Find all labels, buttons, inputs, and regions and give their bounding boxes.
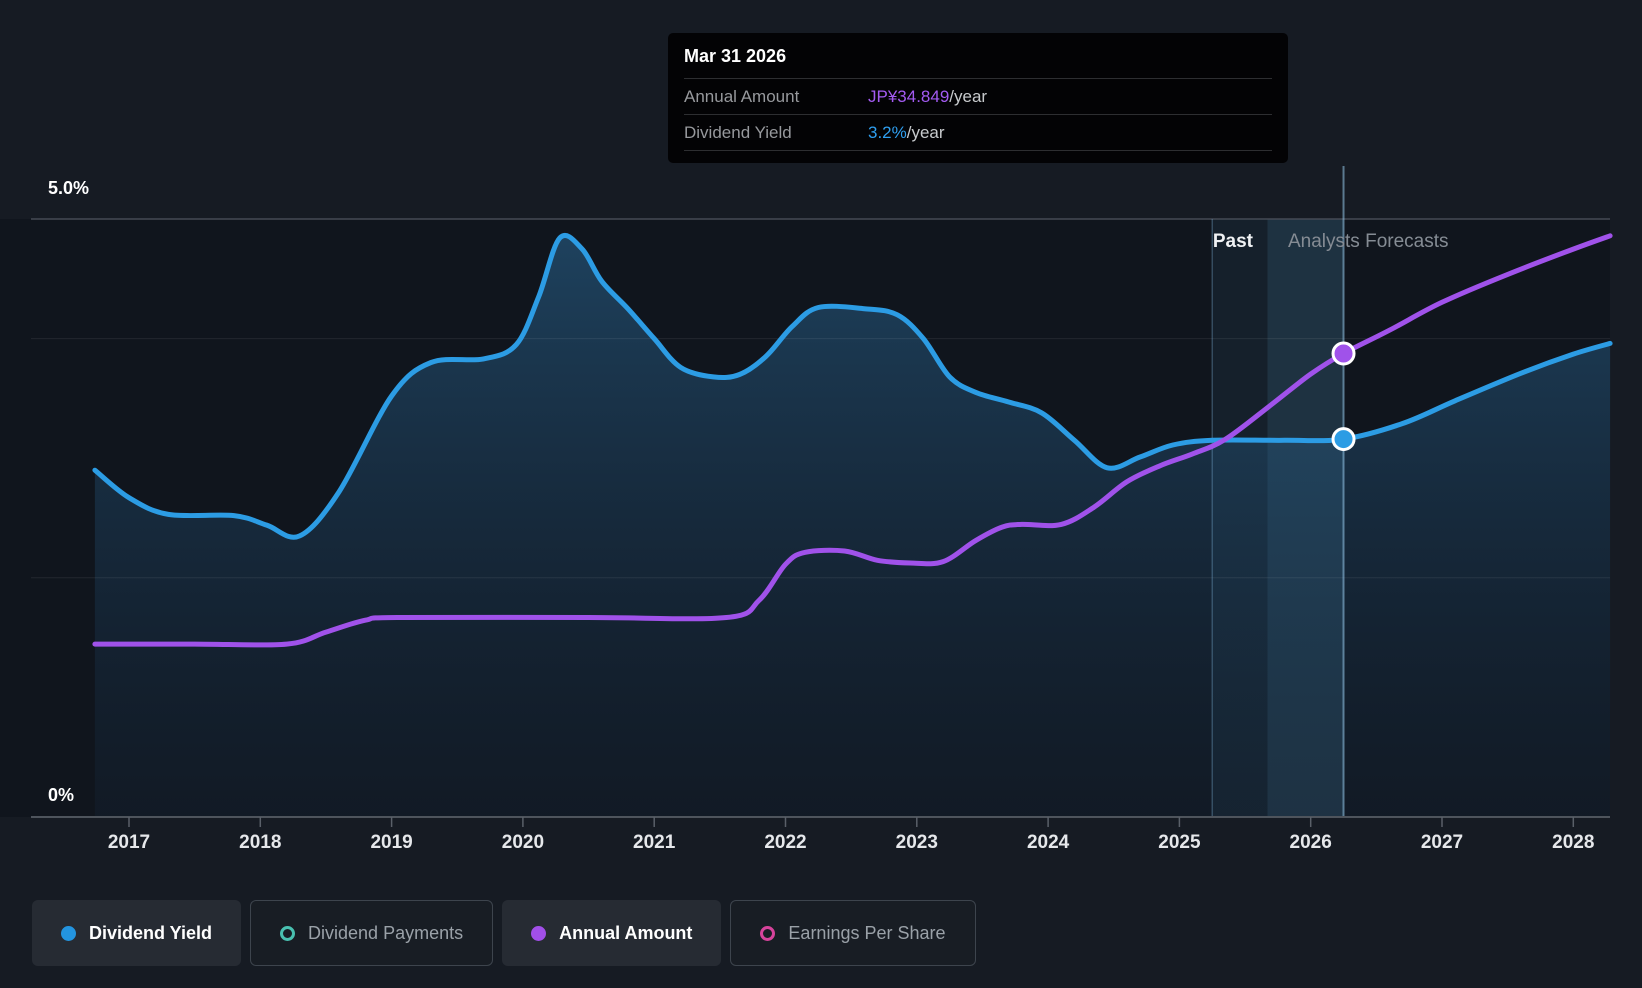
x-axis-label-2017: 2017 bbox=[107, 832, 151, 853]
tooltip-value: 3.2% bbox=[868, 122, 907, 142]
tooltip-value-suffix: /year bbox=[906, 122, 945, 142]
tooltip-row-annual-amount: Annual Amount JP¥34.849/year bbox=[684, 79, 1272, 115]
chart-tooltip: Mar 31 2026 Annual Amount JP¥34.849/year… bbox=[668, 33, 1288, 163]
tooltip-value-suffix: /year bbox=[949, 86, 988, 106]
tooltip-row-dividend-yield: Dividend Yield 3.2%/year bbox=[684, 115, 1272, 151]
dividend-yield-dot-icon bbox=[61, 925, 76, 941]
x-axis-label-2019: 2019 bbox=[370, 832, 413, 853]
x-axis-label-2022: 2022 bbox=[764, 832, 807, 853]
yield-area-fill bbox=[94, 235, 1611, 817]
x-axis-label-2020: 2020 bbox=[501, 832, 545, 853]
x-axis-label-2028: 2028 bbox=[1552, 832, 1595, 853]
annual-amount-dot-icon bbox=[531, 925, 547, 941]
legend-label: Earnings Per Share bbox=[788, 922, 946, 943]
tooltip-label: Annual Amount bbox=[684, 86, 800, 106]
x-axis-label-2021: 2021 bbox=[633, 832, 676, 853]
legend-label: Annual Amount bbox=[559, 922, 693, 943]
y-axis-min-label: 0% bbox=[48, 785, 75, 805]
tooltip-date: Mar 31 2026 bbox=[684, 33, 1272, 79]
tooltip-value: JP¥34.849 bbox=[868, 86, 950, 106]
tooltip-label: Dividend Yield bbox=[684, 122, 792, 142]
legend-label: Dividend Yield bbox=[89, 922, 213, 943]
dividend-yield-marker-dot[interactable] bbox=[1331, 427, 1356, 452]
earnings-per-share-ring-icon bbox=[760, 925, 776, 941]
x-axis-label-2027: 2027 bbox=[1420, 832, 1464, 853]
past-region-label: Past bbox=[1212, 231, 1253, 252]
x-axis-label-2024: 2024 bbox=[1026, 832, 1070, 853]
x-axis-label-2025: 2025 bbox=[1158, 832, 1201, 853]
x-axis-label-2018: 2018 bbox=[239, 832, 282, 853]
legend-button-dividend-yield[interactable]: Dividend Yield bbox=[32, 900, 242, 966]
legend-button-dividend-payments[interactable]: Dividend Payments bbox=[250, 900, 494, 966]
annual-amount-marker-dot[interactable] bbox=[1331, 341, 1356, 366]
chart-legend: Dividend Yield Dividend Payments Annual … bbox=[32, 900, 976, 966]
x-axis-label-2023: 2023 bbox=[895, 832, 938, 853]
y-axis-max-label: 5.0% bbox=[48, 178, 90, 198]
legend-label: Dividend Payments bbox=[308, 922, 464, 943]
legend-button-earnings-per-share[interactable]: Earnings Per Share bbox=[730, 900, 976, 966]
dividend-payments-ring-icon bbox=[280, 925, 296, 941]
forecast-region-label: Analysts Forecasts bbox=[1288, 231, 1449, 252]
x-axis-label-2026: 2026 bbox=[1289, 832, 1332, 853]
legend-button-annual-amount[interactable]: Annual Amount bbox=[502, 900, 722, 966]
